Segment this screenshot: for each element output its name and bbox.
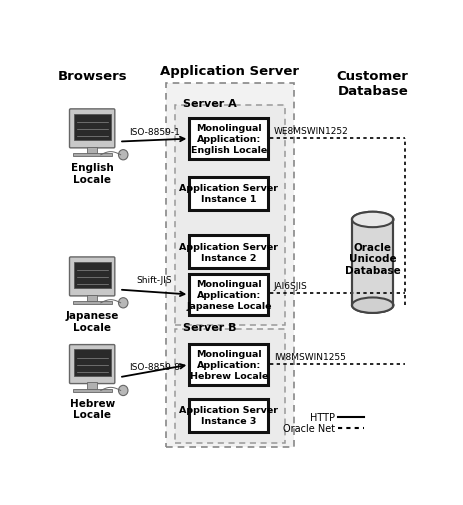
Text: Monolingual
Application:
English Locale: Monolingual Application: English Locale xyxy=(190,124,266,155)
Text: Monolingual
Application:
Japanese Locale: Monolingual Application: Japanese Locale xyxy=(186,279,271,311)
Text: Application Server
Instance 2: Application Server Instance 2 xyxy=(179,242,278,262)
Ellipse shape xyxy=(118,298,128,309)
Bar xyxy=(189,119,268,160)
FancyBboxPatch shape xyxy=(69,110,114,148)
Bar xyxy=(189,344,268,385)
Bar xyxy=(87,295,97,301)
Bar xyxy=(87,147,97,154)
Text: Application Server
Instance 3: Application Server Instance 3 xyxy=(179,406,278,425)
Bar xyxy=(87,383,97,389)
Text: English
Locale: English Locale xyxy=(71,163,113,184)
Text: Server A: Server A xyxy=(182,98,236,109)
Text: JAI6SJIS: JAI6SJIS xyxy=(273,282,307,291)
Bar xyxy=(352,220,392,306)
Ellipse shape xyxy=(351,212,393,228)
Ellipse shape xyxy=(351,298,393,313)
Bar xyxy=(189,235,268,269)
Text: Oracle
Unicode
Database: Oracle Unicode Database xyxy=(344,242,400,276)
Bar xyxy=(73,154,111,157)
Text: ISO-8859-1: ISO-8859-1 xyxy=(128,127,179,136)
Bar xyxy=(175,329,284,443)
Bar xyxy=(73,301,111,305)
Text: Application Server: Application Server xyxy=(160,65,299,78)
Ellipse shape xyxy=(351,212,393,228)
Ellipse shape xyxy=(351,298,393,313)
Text: IW8MSWIN1255: IW8MSWIN1255 xyxy=(273,352,345,361)
Text: HTTP: HTTP xyxy=(309,412,334,422)
Bar xyxy=(175,106,284,325)
Bar xyxy=(189,275,268,315)
Text: Browsers: Browsers xyxy=(57,70,127,83)
Text: WE8MSWIN1252: WE8MSWIN1252 xyxy=(273,126,348,135)
Bar xyxy=(189,177,268,210)
Text: Customer
Database: Customer Database xyxy=(336,70,408,98)
Text: Japanese
Locale: Japanese Locale xyxy=(65,311,119,332)
Text: Application Server
Instance 1: Application Server Instance 1 xyxy=(179,184,278,204)
Bar xyxy=(189,399,268,432)
Bar xyxy=(73,389,111,392)
Bar xyxy=(74,115,111,141)
Text: Hebrew
Locale: Hebrew Locale xyxy=(69,398,114,420)
Ellipse shape xyxy=(118,386,128,396)
Text: Monolingual
Application:
Hebrew Locale: Monolingual Application: Hebrew Locale xyxy=(189,349,268,380)
Bar xyxy=(351,220,393,306)
Text: Oracle Net: Oracle Net xyxy=(282,423,334,433)
Bar xyxy=(74,350,111,376)
Text: ISO-8859-8: ISO-8859-8 xyxy=(128,363,179,372)
Ellipse shape xyxy=(118,150,128,161)
FancyBboxPatch shape xyxy=(69,258,114,296)
Bar xyxy=(74,262,111,288)
FancyBboxPatch shape xyxy=(69,345,114,384)
Text: Shift-JIS: Shift-JIS xyxy=(136,275,172,284)
Bar xyxy=(166,84,293,447)
Text: Server B: Server B xyxy=(182,322,236,332)
